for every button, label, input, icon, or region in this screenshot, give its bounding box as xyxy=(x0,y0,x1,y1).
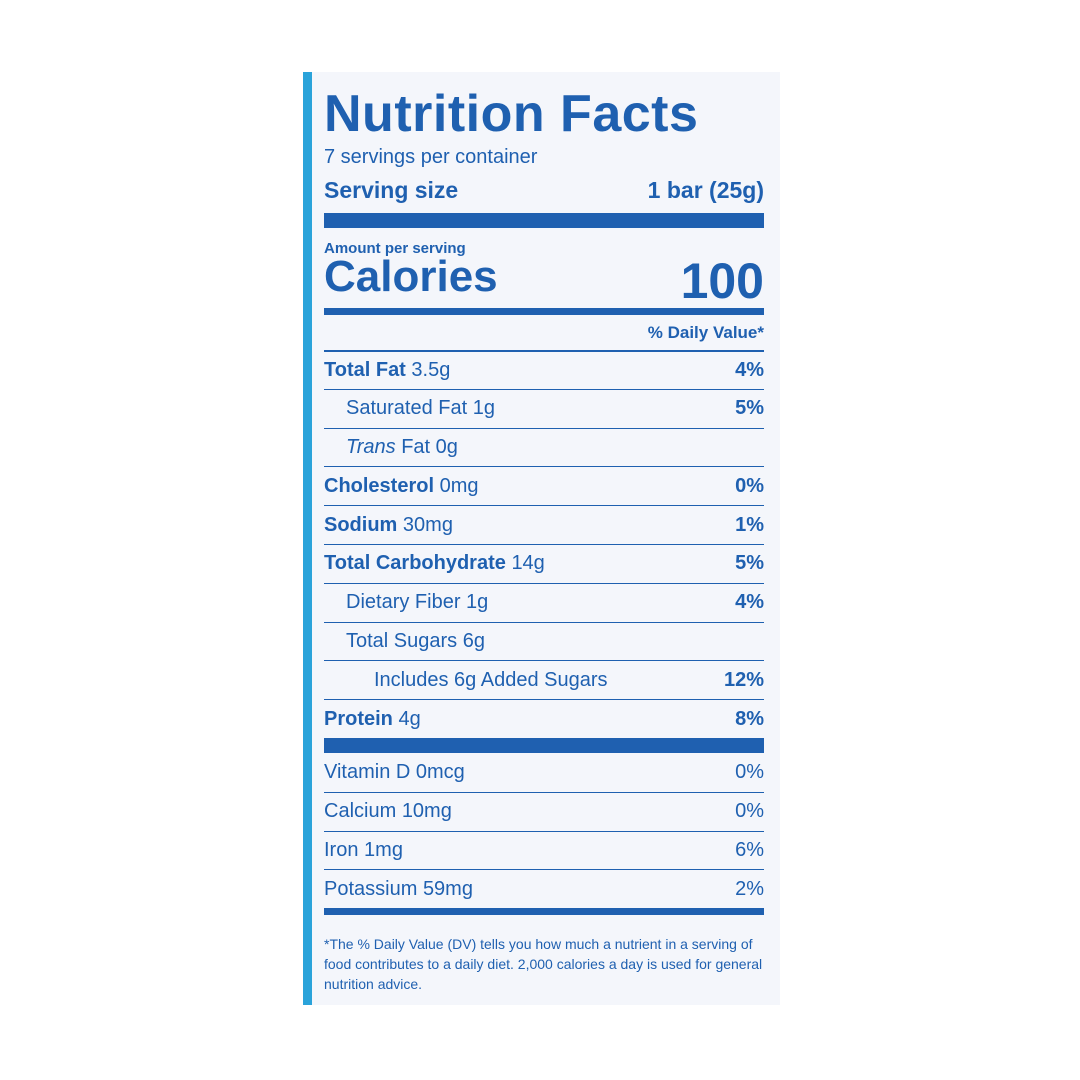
nutrient-name: Sodium xyxy=(324,513,398,536)
nutrient-row: Sodium 30mg 1% xyxy=(324,505,764,544)
nutrient-dv: 12% xyxy=(723,668,764,691)
vitamin-name: Iron xyxy=(324,838,359,861)
nutrient-amount: 1g xyxy=(466,591,489,614)
nutrient-amount: 30mg xyxy=(402,513,453,536)
nutrient-amount: 14g xyxy=(511,552,545,575)
amount-per-serving: Amount per serving xyxy=(324,240,466,257)
nutrient-dv: 4% xyxy=(735,591,764,614)
nutrient-row: Includes 6g Added Sugars 12% xyxy=(324,660,764,699)
vitamin-dv: 2% xyxy=(735,877,764,900)
serving-size-label: Serving size xyxy=(324,177,459,203)
nutrient-row: Total Carbohydrate 14g 5% xyxy=(324,543,764,583)
nutrient-row: Trans Fat 0g xyxy=(324,427,764,467)
serving-size: Serving size 1 bar (25g) xyxy=(324,177,764,204)
vitamin-name: Vitamin D xyxy=(324,760,411,783)
vitamin-amount: 10mg xyxy=(401,800,452,823)
vitamin-amount: 0mcg xyxy=(415,760,465,783)
vitamin-row: Potassium 59mg 2% xyxy=(324,869,764,908)
daily-value-header: % Daily Value* xyxy=(647,323,764,342)
vitamin-name: Potassium xyxy=(324,877,418,900)
title: Nutrition Facts xyxy=(324,85,699,143)
nutrient-name: Cholesterol xyxy=(324,474,435,497)
nutrient-name: Saturated Fat xyxy=(346,397,468,420)
nutrient-amount: 0mg xyxy=(439,474,479,497)
nutrient-amount: 6g xyxy=(462,629,485,652)
nutrient-dv: 5% xyxy=(735,397,764,420)
calories-label: Calories xyxy=(324,252,498,301)
vitamin-row: Iron 1mg 6% xyxy=(324,830,764,870)
thick-rule xyxy=(324,213,764,228)
servings: 7 servings per container xyxy=(324,146,538,168)
vitamin-dv: 0% xyxy=(735,760,764,783)
calories-value: 100 xyxy=(680,253,764,309)
nutrition-label: Nutrition Facts 7 servings per container… xyxy=(303,72,780,1005)
nutrient-row: Saturated Fat 1g 5% xyxy=(324,388,764,428)
nutrient-row: Total Fat 3.5g 4% xyxy=(324,350,764,389)
vitamin-amount: 59mg xyxy=(422,877,473,900)
vitamin-amount: 1mg xyxy=(364,838,403,861)
vitamin-row: Vitamin D 0mcg 0% xyxy=(324,753,764,792)
nutrient-dv: 0% xyxy=(735,474,764,497)
medium-rule xyxy=(324,308,764,315)
vitamin-name: Calcium xyxy=(324,800,397,823)
nutrient-row: Protein 4g 8% xyxy=(324,699,764,738)
nutrient-name: Total Fat xyxy=(324,358,406,381)
thick-rule xyxy=(324,737,764,753)
nutrient-dv: 4% xyxy=(735,358,764,381)
nutrient-name: Total Carbohydrate xyxy=(324,552,506,575)
footnote: *The % Daily Value (DV) tells you how mu… xyxy=(324,936,763,992)
nutrient-row: Cholesterol 0mg 0% xyxy=(324,466,764,505)
nutrient-amount: 4g xyxy=(398,707,421,730)
nutrient-amount: 0g xyxy=(435,435,458,458)
nutrient-dv: 1% xyxy=(735,513,764,536)
nutrient-name: Protein xyxy=(324,707,393,730)
vitamin-dv: 0% xyxy=(735,800,764,823)
medium-rule xyxy=(324,908,764,916)
calories: Calories 100 xyxy=(324,252,764,310)
nutrient-prefix: Trans xyxy=(346,435,396,458)
vitamin-dv: 6% xyxy=(735,838,764,861)
nutrient-amount: 3.5g xyxy=(411,358,451,381)
vitamin-rows: Vitamin D 0mcg 0% Calcium 10mg 0% Iron 1mg… xyxy=(324,753,764,908)
nutrient-dv: 8% xyxy=(735,707,764,730)
nutrient-rows: Total Fat 3.5g 4% Saturated Fat 1g 5% Tran… xyxy=(324,350,764,916)
nutrient-dv: 5% xyxy=(735,552,764,575)
nutrient-row: Dietary Fiber 1g 4% xyxy=(324,582,764,622)
nutrient-name: Includes 6g Added Sugars xyxy=(374,668,608,691)
nutrient-name: Dietary Fiber xyxy=(346,591,461,614)
nutrient-name: Total Sugars xyxy=(346,629,458,652)
nutrient-row: Total Sugars 6g xyxy=(324,621,764,661)
vitamin-row: Calcium 10mg 0% xyxy=(324,791,764,831)
serving-size-value: 1 bar (25g) xyxy=(647,177,764,203)
nutrient-amount: 1g xyxy=(472,397,495,420)
nutrient-name: Fat xyxy=(401,435,431,458)
